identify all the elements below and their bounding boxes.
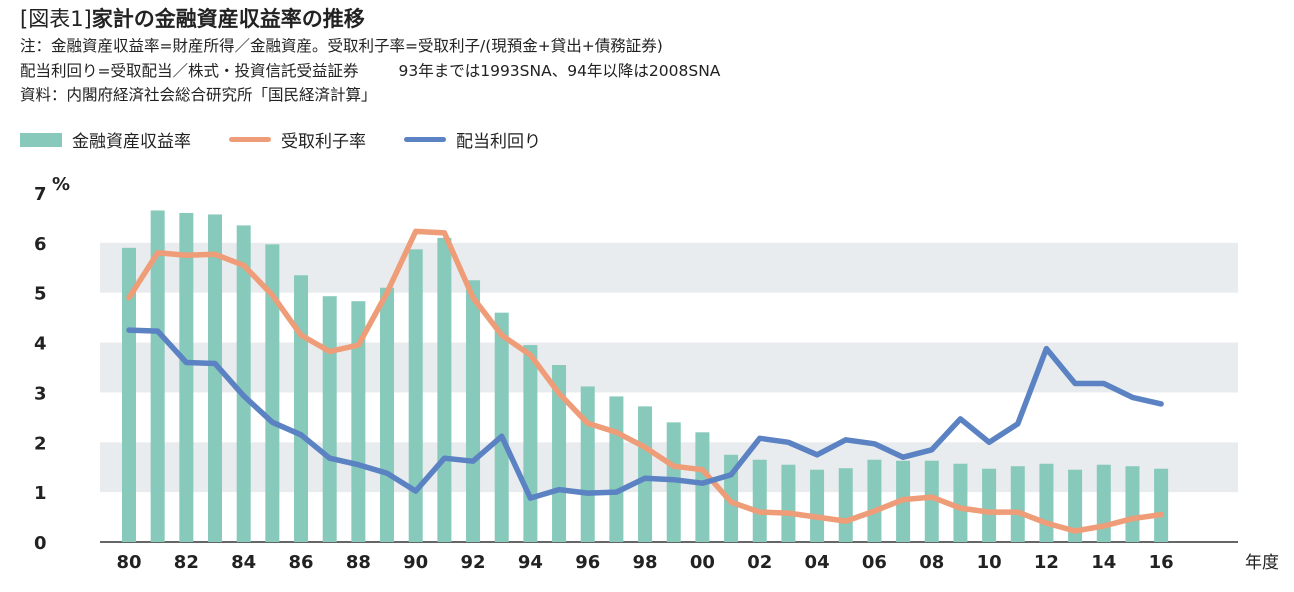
figure-title: [図表1]家計の金融資産収益率の推移 — [20, 4, 720, 34]
bar-asset-return — [122, 247, 136, 543]
x-tick-label: 90 — [403, 552, 428, 573]
bar-asset-return — [1154, 468, 1169, 542]
chart-legend: 金融資産収益率 受取利子率 配当利回り — [20, 127, 579, 152]
grid-band — [100, 242, 1238, 293]
legend-label-asset-return: 金融資産収益率 — [72, 132, 191, 152]
bar-asset-return — [781, 464, 796, 542]
x-tick-label: 12 — [1034, 552, 1059, 573]
bar-asset-return — [294, 275, 309, 542]
series-line-interest-rate — [126, 228, 1164, 534]
x-tick-label: 80 — [116, 552, 141, 573]
x-tick-label: 86 — [288, 552, 313, 573]
x-tick-label: 16 — [1149, 552, 1174, 573]
x-tick-label: 94 — [518, 552, 543, 573]
bar-asset-return — [1039, 463, 1054, 542]
bar-asset-return — [695, 432, 710, 542]
bar-asset-return — [1010, 466, 1025, 542]
bar-asset-return — [953, 463, 968, 542]
y-tick-label: 7 — [34, 184, 47, 205]
legend-label-interest-rate: 受取利子率 — [281, 132, 366, 152]
note-line-2: 配当利回り=受取配当／株式・投資信託受益証券 93年までは1993SNA、94年以… — [20, 59, 720, 84]
x-tick-label: 14 — [1091, 552, 1116, 573]
bar-asset-return — [408, 249, 423, 543]
x-tick-label: 82 — [174, 552, 199, 573]
y-tick-label: 0 — [34, 533, 47, 554]
bar-asset-return — [466, 280, 481, 542]
bar-asset-return — [150, 210, 165, 542]
x-tick-label: 96 — [575, 552, 600, 573]
x-axis-unit: 年度 — [1245, 553, 1279, 573]
x-tick-label: 88 — [346, 552, 371, 573]
x-tick-label: 06 — [862, 552, 887, 573]
y-tick-label: 1 — [34, 483, 47, 504]
bar-asset-return — [208, 214, 223, 542]
figure-main-title: 家計の金融資産収益率の推移 — [91, 7, 365, 31]
legend-label-dividend-yield: 配当利回り — [456, 132, 541, 152]
bar-asset-return — [580, 386, 595, 542]
bar-asset-return — [1068, 469, 1083, 542]
legend-item-interest-rate: 受取利子率 — [229, 127, 366, 152]
y-tick-label: 5 — [34, 284, 47, 305]
note-line-1: 注：金融資産収益率=財産所得／金融資産。受取利子率=受取利子/(現預金+貸出+債… — [20, 37, 663, 55]
legend-item-asset-return: 金融資産収益率 — [20, 127, 191, 152]
bar-asset-return — [982, 468, 997, 542]
bar-asset-return — [838, 468, 853, 542]
bar-asset-return — [523, 345, 538, 542]
x-tick-label: 08 — [919, 552, 944, 573]
chart-header: [図表1]家計の金融資産収益率の推移 注：金融資産収益率=財産所得／金融資産。受… — [20, 4, 720, 108]
x-tick-label: 04 — [805, 552, 830, 573]
bar-asset-return — [437, 237, 452, 542]
y-tick-label: 4 — [34, 334, 47, 355]
legend-swatch-line-dividend — [404, 137, 446, 142]
bar-asset-return — [265, 244, 280, 543]
note-line-2a: 配当利回り=受取配当／株式・投資信託受益証券 — [20, 61, 359, 80]
bar-asset-return — [638, 406, 653, 542]
legend-item-dividend-yield: 配当利回り — [404, 127, 541, 152]
bar-asset-return — [380, 287, 395, 542]
bar-asset-return — [179, 212, 194, 542]
figure-tag: [図表1] — [20, 7, 92, 31]
series-line-dividend-yield — [126, 327, 1164, 501]
bar-asset-return — [552, 365, 567, 542]
bar-asset-return — [236, 225, 251, 542]
y-tick-label: 2 — [34, 433, 47, 454]
source-line: 資料：内閣府経済社会総合研究所「国民経済計算」 — [20, 86, 377, 104]
bar-asset-return — [1096, 464, 1111, 542]
x-tick-label: 92 — [461, 552, 486, 573]
bar-asset-return — [351, 301, 366, 542]
x-tick-label: 98 — [633, 552, 658, 573]
bar-asset-return — [924, 460, 939, 542]
bar-asset-return — [609, 396, 624, 542]
bar-asset-return — [752, 459, 767, 542]
y-tick-label: 6 — [34, 234, 47, 255]
y-axis-unit: % — [52, 174, 70, 195]
bar-asset-return — [810, 469, 825, 542]
legend-swatch-bar — [20, 132, 62, 147]
note-line-2b: 93年までは1993SNA、94年以降は2008SNA — [398, 61, 721, 80]
x-tick-label: 00 — [690, 552, 715, 573]
x-tick-label: 02 — [747, 552, 772, 573]
x-tick-label: 84 — [231, 552, 256, 573]
bar-asset-return — [1125, 466, 1140, 542]
x-tick-label: 10 — [977, 552, 1002, 573]
y-tick-label: 3 — [34, 383, 47, 404]
bar-asset-return — [322, 296, 337, 542]
legend-swatch-line-interest — [229, 137, 271, 142]
bar-asset-return — [867, 459, 882, 542]
bar-asset-return — [494, 312, 509, 542]
